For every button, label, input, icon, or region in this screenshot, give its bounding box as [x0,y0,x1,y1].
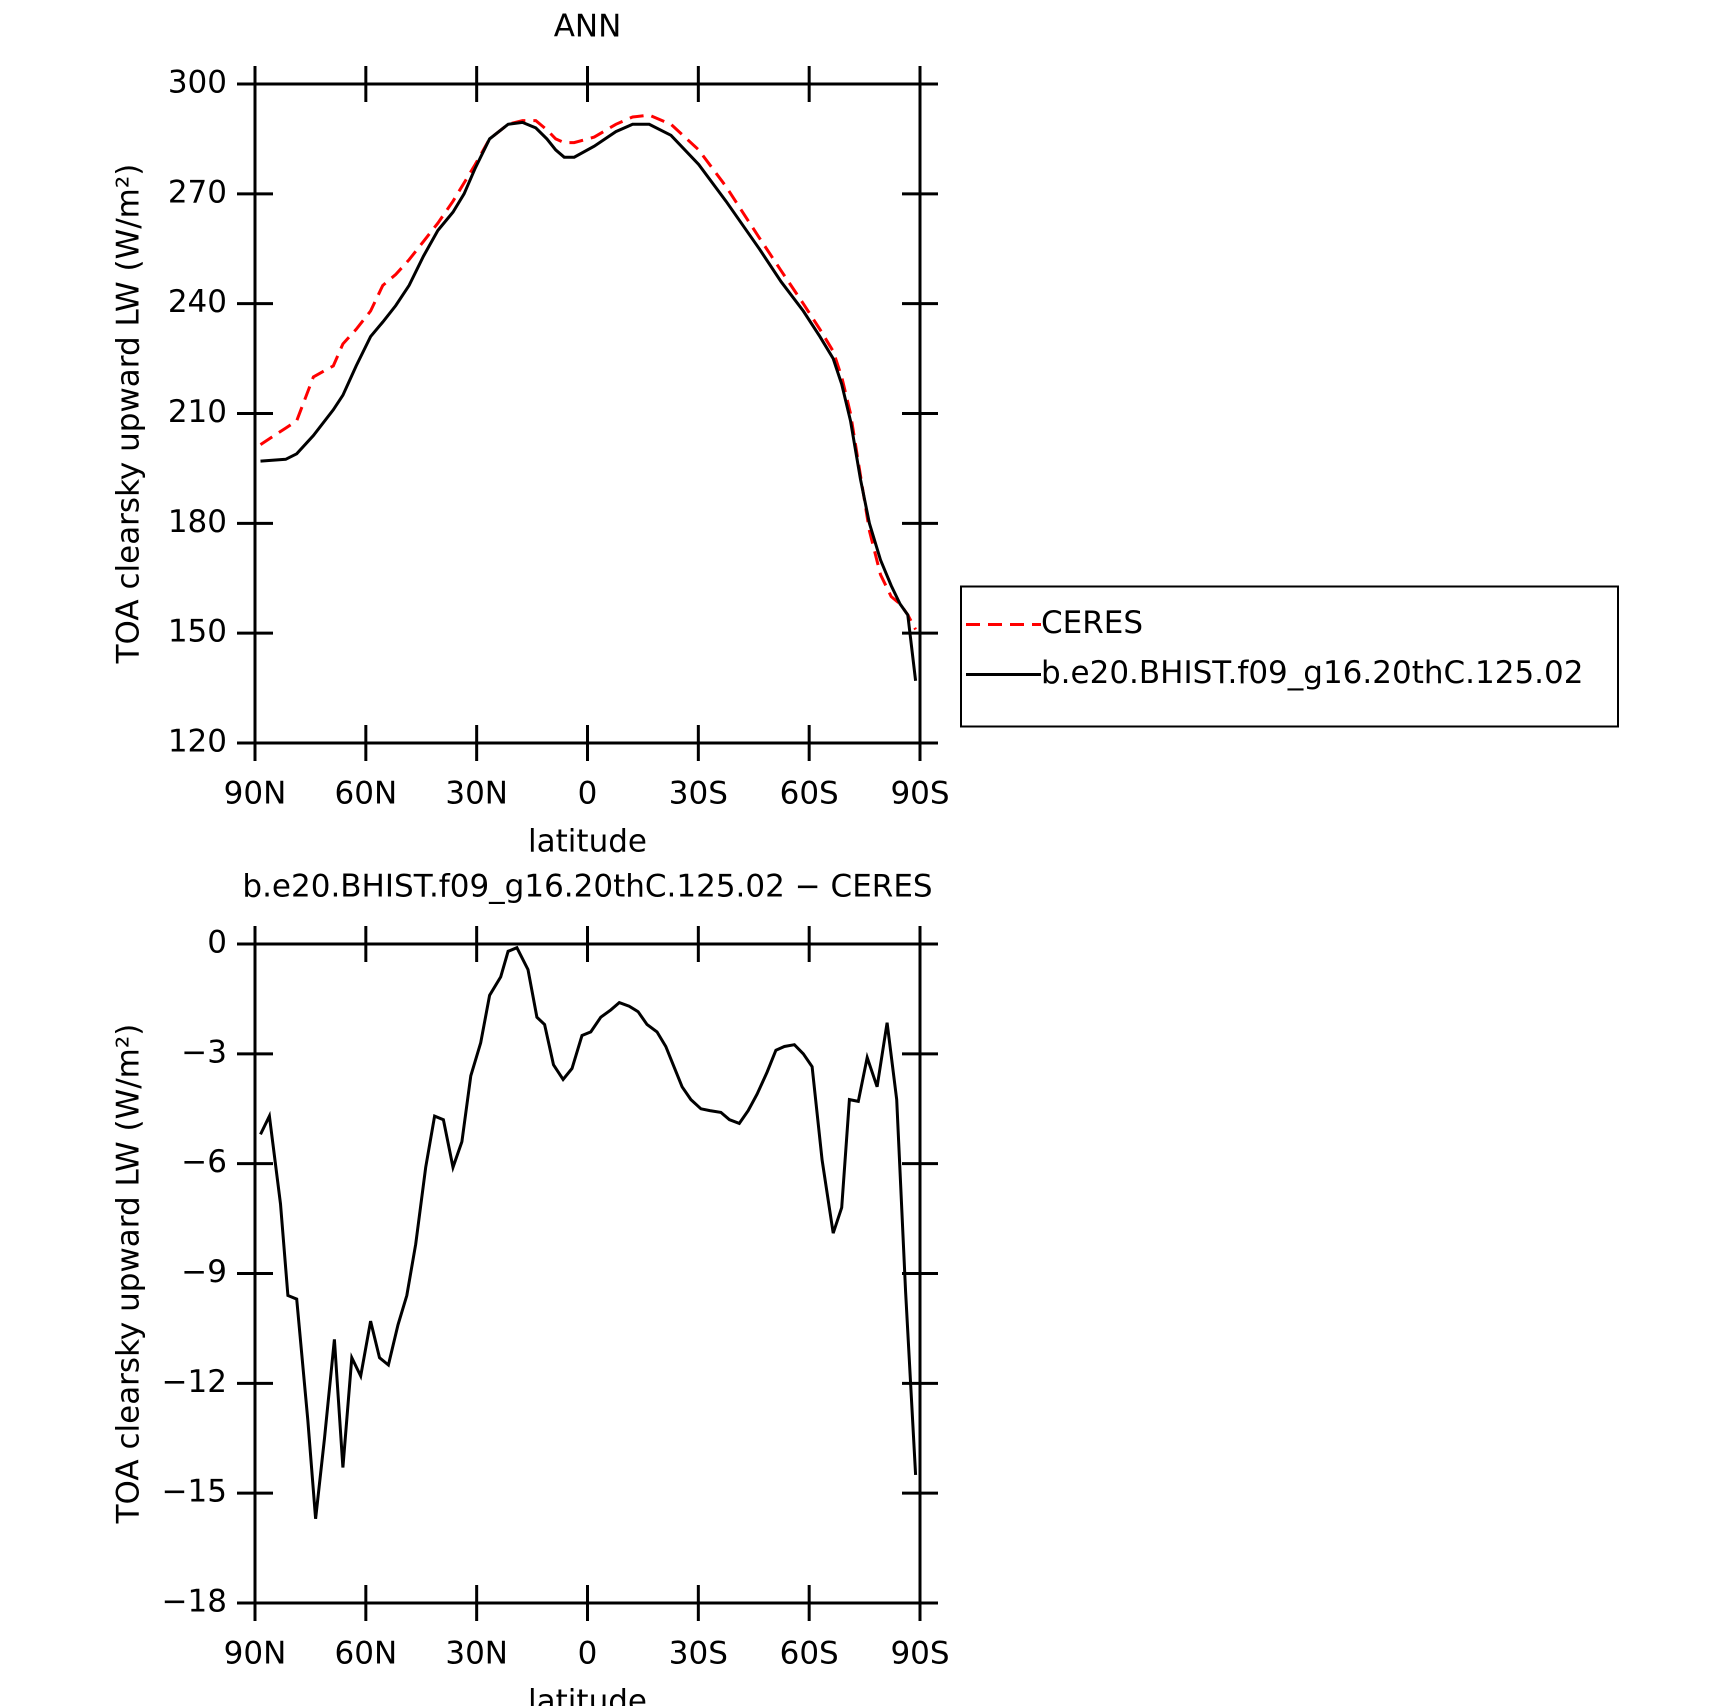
x-axis-label: latitude [528,824,647,860]
y-axis-label: TOA clearsky upward LW (W/m²) [111,164,147,665]
plot-frame [253,82,922,745]
y-tick-label: 270 [168,174,227,210]
y-tick-label: 180 [168,504,227,540]
y-tick-label: −9 [181,1254,227,1290]
x-tick-label: 60S [780,1636,839,1672]
x-tick-label: 30S [669,776,728,812]
data-line [259,113,917,631]
data-line [260,120,918,681]
y-tick-label: −15 [162,1474,227,1510]
legend-label: CERES [1041,605,1143,641]
y-tick-label: 150 [168,614,227,650]
y-tick-label: 240 [168,284,227,320]
y-tick-label: 120 [168,724,227,760]
x-axis-label: latitude [528,1684,647,1706]
chart-title: ANN [554,9,622,45]
y-tick-label: −6 [181,1144,227,1180]
y-tick-label: −12 [162,1364,227,1400]
x-tick-label: 30N [445,776,508,812]
y-tick-label: −3 [181,1034,227,1070]
x-tick-label: 90S [890,1636,949,1672]
plot-frame [253,942,922,1605]
x-tick-label: 60N [335,1636,398,1672]
x-tick-label: 90S [890,776,949,812]
data-line [259,945,918,1519]
y-tick-label: 210 [168,394,227,430]
x-tick-label: 30S [669,1636,728,1672]
x-tick-label: 0 [578,1636,598,1672]
legend-label: b.e20.BHIST.f09_g16.20thC.125.02 [1041,655,1583,691]
x-tick-label: 60S [780,776,839,812]
y-tick-label: 0 [207,925,227,961]
legend-box [960,585,1619,728]
x-tick-label: 30N [445,1636,508,1672]
chart-title: b.e20.BHIST.f09_g16.20thC.125.02 − CERES [242,869,932,905]
x-tick-label: 60N [335,776,398,812]
y-tick-label: −18 [162,1584,227,1620]
y-axis-label: TOA clearsky upward LW (W/m²) [111,1024,147,1525]
x-tick-label: 90N [224,1636,287,1672]
x-tick-label: 90N [224,776,287,812]
y-tick-label: 300 [168,65,227,101]
x-tick-label: 0 [578,776,598,812]
